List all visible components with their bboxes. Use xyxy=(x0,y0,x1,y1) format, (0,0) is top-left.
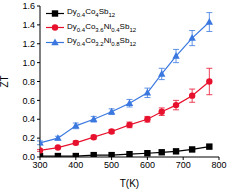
svg-text:300: 300 xyxy=(32,160,48,171)
svg-text:T(K): T(K) xyxy=(120,178,139,189)
svg-text:1.6: 1.6 xyxy=(22,1,35,11)
svg-text:400: 400 xyxy=(68,160,83,170)
svg-text:1.0: 1.0 xyxy=(22,58,35,68)
svg-text:1.2: 1.2 xyxy=(22,39,35,49)
svg-text:600: 600 xyxy=(140,160,155,170)
html-text:Dy0.4Co4Sb12: Dy0.4Co4Sb12 xyxy=(67,7,116,18)
svg-text:0.6: 0.6 xyxy=(22,96,35,106)
svg-text:800: 800 xyxy=(211,160,221,170)
html-text:Dy0.4Co3.6Ni0.4Sb12: Dy0.4Co3.6Ni0.4Sb12 xyxy=(67,21,137,33)
svg-text:0.0: 0.0 xyxy=(22,152,35,162)
svg-text:0.2: 0.2 xyxy=(22,133,35,143)
svg-text:700: 700 xyxy=(176,160,191,170)
svg-text:1.4: 1.4 xyxy=(22,20,35,30)
svg-text:500: 500 xyxy=(104,160,119,170)
svg-text:ZT: ZT xyxy=(8,75,10,87)
svg-text:0.4: 0.4 xyxy=(22,114,35,124)
svg-text:0.8: 0.8 xyxy=(22,77,35,87)
html-text:Dy0.4Co3.2Ni0.8Sb12: Dy0.4Co3.2Ni0.8Sb12 xyxy=(67,36,137,47)
